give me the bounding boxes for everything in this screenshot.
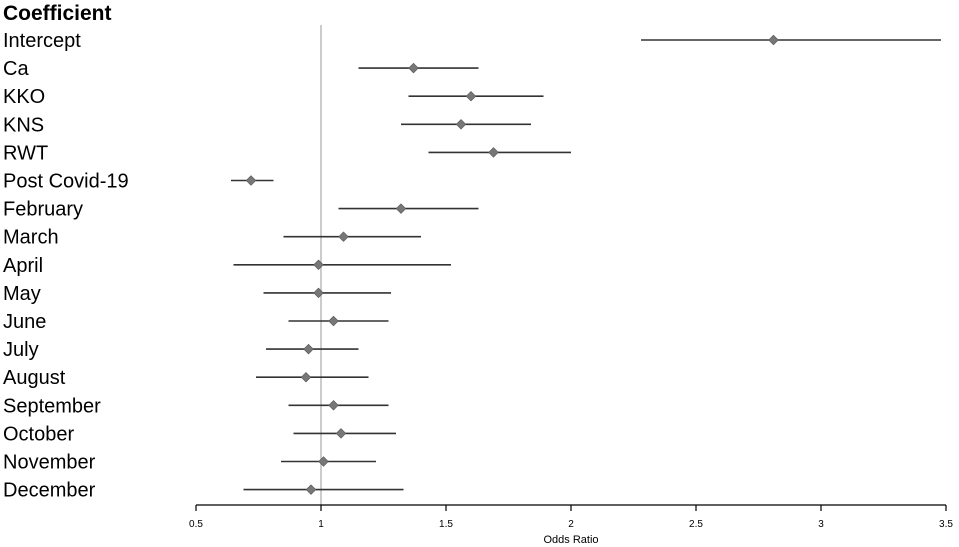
forest-row: April xyxy=(3,255,451,277)
row-label: Post Covid-19 xyxy=(3,171,129,193)
forest-row: May xyxy=(3,283,391,305)
x-tick-label: 1 xyxy=(318,519,324,530)
row-label: KNS xyxy=(3,114,44,136)
estimate-marker xyxy=(768,34,779,46)
row-label: Intercept xyxy=(3,30,81,52)
estimate-marker xyxy=(300,371,312,383)
estimate-marker xyxy=(245,175,257,186)
estimate-marker xyxy=(488,147,499,158)
estimate-marker xyxy=(408,62,419,74)
forest-row: KKO xyxy=(3,86,544,108)
row-label: KKO xyxy=(3,86,45,108)
row-label: February xyxy=(3,199,83,221)
forest-row: Post Covid-19 xyxy=(3,171,274,193)
row-label: Ca xyxy=(3,58,29,80)
x-tick-label: 1.5 xyxy=(439,519,453,530)
row-label: September xyxy=(3,395,101,417)
estimate-marker xyxy=(318,456,329,467)
estimate-marker xyxy=(395,203,407,214)
x-axis-title: Odds Ratio xyxy=(543,534,598,546)
row-label: August xyxy=(3,367,66,389)
estimate-marker xyxy=(313,287,324,299)
estimate-marker xyxy=(313,259,324,271)
x-tick-label: 3.5 xyxy=(939,519,953,530)
estimate-marker xyxy=(305,484,317,495)
x-tick-label: 0.5 xyxy=(189,519,203,530)
estimate-marker xyxy=(465,90,477,102)
forest-row: September xyxy=(3,395,389,417)
forest-row: November xyxy=(3,452,376,474)
row-label: RWT xyxy=(3,142,48,164)
estimate-marker xyxy=(335,428,347,439)
estimate-marker xyxy=(338,231,349,242)
forest-row: December xyxy=(3,480,404,502)
forest-row: RWT xyxy=(3,142,571,164)
row-label: December xyxy=(3,480,96,502)
row-label: June xyxy=(3,311,46,333)
x-tick-label: 3 xyxy=(818,519,824,530)
estimate-marker xyxy=(455,119,467,130)
forest-row: June xyxy=(3,311,389,333)
forest-row: March xyxy=(3,227,421,249)
estimate-marker xyxy=(328,400,339,411)
forest-row: KNS xyxy=(3,114,531,136)
forest-row: Ca xyxy=(3,58,479,80)
row-label: March xyxy=(3,227,59,249)
column-heading: Coefficient xyxy=(3,2,112,25)
row-label: April xyxy=(3,255,43,277)
forest-row: October xyxy=(3,423,396,445)
row-label: November xyxy=(3,452,96,474)
estimate-marker xyxy=(303,343,314,355)
estimate-marker xyxy=(328,315,339,327)
row-label: May xyxy=(3,283,41,305)
row-label: July xyxy=(3,339,39,361)
forest-row: July xyxy=(3,339,359,361)
row-label: October xyxy=(3,423,74,445)
forest-row: February xyxy=(3,199,479,221)
forest-row: Intercept xyxy=(3,30,941,52)
x-tick-label: 2.5 xyxy=(689,519,703,530)
forest-row: August xyxy=(3,367,369,389)
x-tick-label: 2 xyxy=(568,519,574,530)
